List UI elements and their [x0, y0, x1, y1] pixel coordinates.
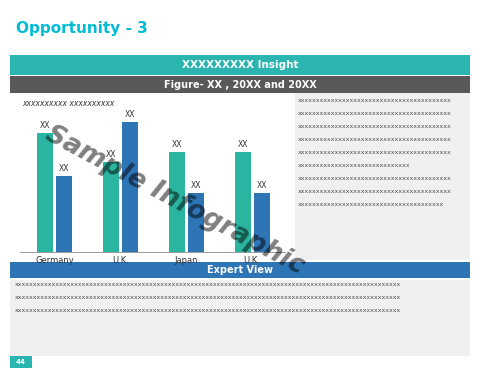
- Text: xxxxxxxxxxxxxxxxxxxxxxxxxxxxxxxxxxxxxxxxx: xxxxxxxxxxxxxxxxxxxxxxxxxxxxxxxxxxxxxxxx…: [298, 176, 452, 181]
- Text: XX: XX: [172, 141, 182, 149]
- Bar: [37, 134, 53, 252]
- Text: U.K.: U.K.: [244, 256, 261, 265]
- Text: xxxxxxxxxxxxxxxxxxxxxxxxxxxxxxxxxxxxxxxxx: xxxxxxxxxxxxxxxxxxxxxxxxxxxxxxxxxxxxxxxx…: [298, 137, 452, 142]
- Text: xxxxxxxxxxxxxxxxxxxxxxxxxxxxxxxxxxxxxxx: xxxxxxxxxxxxxxxxxxxxxxxxxxxxxxxxxxxxxxx: [298, 202, 444, 207]
- Text: xxxxxxxxxxxxxxxxxxxxxxxxxxxxxxxxxxxxxxxxxxxxxxxxxxxxxxxxxxxxxxxxxxxxxxxxxxxxxxxx: xxxxxxxxxxxxxxxxxxxxxxxxxxxxxxxxxxxxxxxx…: [15, 308, 401, 313]
- Text: Expert View: Expert View: [207, 265, 273, 275]
- Text: XX: XX: [256, 181, 267, 190]
- Text: Germany: Germany: [36, 256, 74, 265]
- Text: xxxxxxxxxxxxxxxxxxxxxxxxxxxxxx: xxxxxxxxxxxxxxxxxxxxxxxxxxxxxx: [298, 163, 410, 168]
- Text: XX: XX: [191, 181, 201, 190]
- Text: XX: XX: [238, 141, 248, 149]
- Text: XX: XX: [125, 110, 135, 119]
- Bar: [10, 55, 470, 75]
- Text: 44: 44: [16, 359, 26, 365]
- Bar: [122, 122, 138, 252]
- Bar: [10, 262, 470, 278]
- Text: xxxxxxxxxxxxxxxxxxxxxxxxxxxxxxxxxxxxxxxxx: xxxxxxxxxxxxxxxxxxxxxxxxxxxxxxxxxxxxxxxx…: [298, 111, 452, 116]
- Text: xxxxxxxxxxxxxxxxxxxxxxxxxxxxxxxxxxxxxxxxx: xxxxxxxxxxxxxxxxxxxxxxxxxxxxxxxxxxxxxxxx…: [298, 98, 452, 103]
- Text: Opportunity - 3: Opportunity - 3: [16, 20, 148, 36]
- Text: Sample Infographic: Sample Infographic: [41, 121, 309, 279]
- Text: xxxxxxxxxxxxxxxxxxxxxxxxxxxxxxxxxxxxxxxxxxxxxxxxxxxxxxxxxxxxxxxxxxxxxxxxxxxxxxxx: xxxxxxxxxxxxxxxxxxxxxxxxxxxxxxxxxxxxxxxx…: [15, 295, 401, 300]
- Bar: [235, 152, 251, 252]
- Bar: [56, 176, 72, 252]
- Text: xxxxxxxxxxxxxxxxxxxxxxxxxxxxxxxxxxxxxxxxxxxxxxxxxxxxxxxxxxxxxxxxxxxxxxxxxxxxxxxx: xxxxxxxxxxxxxxxxxxxxxxxxxxxxxxxxxxxxxxxx…: [15, 282, 401, 287]
- Bar: [10, 76, 470, 93]
- Text: xxxxxxxxxxxxxxxxxxxxxxxxxxxxxxxxxxxxxxxxx: xxxxxxxxxxxxxxxxxxxxxxxxxxxxxxxxxxxxxxxx…: [298, 189, 452, 194]
- Text: XX: XX: [106, 150, 116, 159]
- Bar: [188, 193, 204, 252]
- Bar: [10, 280, 470, 356]
- Bar: [103, 162, 119, 252]
- Bar: [253, 193, 270, 252]
- Bar: [169, 152, 185, 252]
- Text: Figure- XX , 20XX and 20XX: Figure- XX , 20XX and 20XX: [164, 80, 316, 90]
- Bar: [10, 93, 470, 260]
- Text: Japan: Japan: [175, 256, 198, 265]
- Text: xxxxxxxxxx xxxxxxxxxx: xxxxxxxxxx xxxxxxxxxx: [22, 99, 114, 108]
- Text: XXXXXXXXX Insight: XXXXXXXXX Insight: [182, 60, 298, 70]
- Bar: [10, 93, 295, 260]
- Text: XX: XX: [40, 121, 50, 131]
- Text: xxxxxxxxxxxxxxxxxxxxxxxxxxxxxxxxxxxxxxxxx: xxxxxxxxxxxxxxxxxxxxxxxxxxxxxxxxxxxxxxxx…: [298, 150, 452, 155]
- Text: xxxxxxxxxxxxxxxxxxxxxxxxxxxxxxxxxxxxxxxxx: xxxxxxxxxxxxxxxxxxxxxxxxxxxxxxxxxxxxxxxx…: [298, 124, 452, 129]
- Text: XX: XX: [59, 164, 70, 173]
- Text: U.K.: U.K.: [112, 256, 129, 265]
- Bar: [10, 356, 32, 368]
